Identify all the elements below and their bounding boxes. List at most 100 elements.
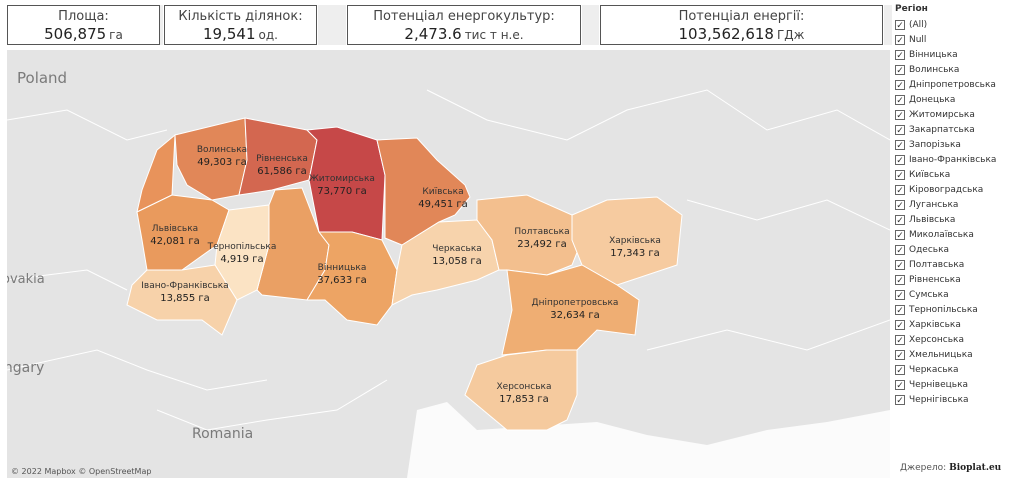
filter-label: Волинська bbox=[909, 64, 960, 75]
checkbox[interactable]: ✓ bbox=[895, 274, 905, 286]
filter-label: Дніпропетровська bbox=[909, 79, 996, 90]
region bbox=[126, 264, 238, 336]
checkbox[interactable]: ✓ bbox=[895, 289, 905, 301]
kpi-value-row: 19,541 од. bbox=[165, 25, 316, 43]
filter-label: Чернігівська bbox=[909, 394, 969, 405]
filter-item: ✓ Одеська bbox=[895, 242, 1020, 257]
filter-label: Черкаська bbox=[909, 364, 959, 375]
kpi-value: 506,875 bbox=[44, 25, 107, 43]
checkbox[interactable]: ✓ bbox=[895, 229, 905, 241]
region-name: Рівненська bbox=[256, 154, 308, 164]
checkbox[interactable]: ✓ bbox=[895, 139, 905, 151]
kpi-card: Потенціал енергії: 103,562,618 ГДж bbox=[600, 5, 883, 45]
kpi-value: 19,541 bbox=[203, 25, 256, 43]
filter-item: ✓ Херсонська bbox=[895, 332, 1020, 347]
filter-item: ✓ Закарпатська bbox=[895, 122, 1020, 137]
kpi-card: Площа: 506,875 га bbox=[7, 5, 160, 45]
filter-title: Регіон bbox=[895, 4, 928, 14]
filter-label: Одеська bbox=[909, 244, 950, 255]
filter-label: Кіровоградська bbox=[909, 184, 984, 195]
checkbox[interactable]: ✓ bbox=[895, 364, 905, 376]
region-name: Вінницька bbox=[318, 263, 367, 273]
checkbox[interactable]: ✓ bbox=[895, 304, 905, 316]
filter-label: Житомирська bbox=[909, 109, 975, 120]
checkbox[interactable]: ✓ bbox=[895, 124, 905, 136]
checkbox[interactable]: ✓ bbox=[895, 214, 905, 226]
filter-item: ✓ Чернігівська bbox=[895, 392, 1020, 407]
checkbox[interactable]: ✓ bbox=[895, 319, 905, 331]
region-value: 49,451 га bbox=[418, 199, 468, 210]
filter-item: ✓ Харківська bbox=[895, 317, 1020, 332]
kpi-value: 103,562,618 bbox=[678, 25, 774, 43]
checkbox[interactable]: ✓ bbox=[895, 154, 905, 166]
filter-label: Харківська bbox=[909, 319, 961, 330]
filter-item: ✓ Запорізька bbox=[895, 137, 1020, 152]
checkbox[interactable]: ✓ bbox=[895, 34, 905, 46]
filter-label: Київська bbox=[909, 169, 951, 180]
checkbox[interactable]: ✓ bbox=[895, 259, 905, 271]
checkbox[interactable]: ✓ bbox=[895, 199, 905, 211]
region-name: Волинська bbox=[197, 145, 247, 155]
region-value: 13,058 га bbox=[432, 256, 482, 267]
filter-item: ✓ Сумська bbox=[895, 287, 1020, 302]
checkbox[interactable]: ✓ bbox=[895, 19, 905, 31]
region-name: Дніпропетровська bbox=[532, 298, 619, 308]
filter-item: ✓ Луганська bbox=[895, 197, 1020, 212]
filter-label: Львівська bbox=[909, 214, 956, 225]
filter-label: Сумська bbox=[909, 289, 949, 300]
filter-item: ✓ Дніпропетровська bbox=[895, 77, 1020, 92]
checkbox[interactable]: ✓ bbox=[895, 49, 905, 61]
kpi-value-row: 2,473.6 тис т н.е. bbox=[348, 25, 580, 43]
attribution: © 2022 Mapbox © OpenStreetMap bbox=[11, 467, 151, 476]
region-name: Львівська bbox=[152, 224, 198, 234]
basemap-label: ungary bbox=[7, 360, 44, 376]
kpi-value: 2,473.6 bbox=[404, 25, 462, 43]
filter-label: Хмельницька bbox=[909, 349, 973, 360]
region-value: 37,633 га bbox=[317, 275, 367, 286]
filter-item: ✓ Хмельницька bbox=[895, 347, 1020, 362]
kpi-unit: од. bbox=[258, 28, 278, 42]
filter-label: Херсонська bbox=[909, 334, 964, 345]
checkbox[interactable]: ✓ bbox=[895, 334, 905, 346]
region bbox=[464, 349, 578, 431]
checkbox[interactable]: ✓ bbox=[895, 64, 905, 76]
checkbox[interactable]: ✓ bbox=[895, 349, 905, 361]
region-name: Житомирська bbox=[309, 174, 375, 184]
kpi-label: Площа: bbox=[58, 9, 109, 24]
filter-label: Запорізька bbox=[909, 139, 961, 150]
divider bbox=[884, 5, 892, 45]
kpi-label: Кількість ділянок: bbox=[178, 9, 303, 24]
region-value: 17,853 га bbox=[499, 394, 549, 405]
source: Джерело: Bioplat.eu bbox=[900, 463, 1001, 473]
checkbox[interactable]: ✓ bbox=[895, 169, 905, 181]
filter-item: ✓ Житомирська bbox=[895, 107, 1020, 122]
checkbox[interactable]: ✓ bbox=[895, 379, 905, 391]
filter-label: Чернівецька bbox=[909, 379, 969, 390]
kpi-label: Потенціал енергії: bbox=[678, 9, 805, 24]
region-name: Харківська bbox=[609, 236, 661, 246]
region-name: Черкаська bbox=[432, 244, 482, 254]
filter-item: ✓ Кіровоградська bbox=[895, 182, 1020, 197]
checkbox[interactable]: ✓ bbox=[895, 244, 905, 256]
region-value: 61,586 га bbox=[257, 166, 307, 177]
filter-label: Донецька bbox=[909, 94, 956, 105]
region-name: Київська bbox=[422, 187, 463, 197]
filter-label: Null bbox=[909, 34, 927, 45]
filter-panel: Регіон ✓ (All) ✓ Null ✓ Вінницька ✓ Волинська ✓ Д… bbox=[895, 4, 1020, 407]
kpi-unit: ГДж bbox=[776, 28, 805, 42]
region bbox=[306, 231, 398, 326]
region-value: 32,634 га bbox=[550, 310, 600, 321]
region-value: 4,919 га bbox=[220, 254, 263, 265]
filter-item: ✓ Рівненська bbox=[895, 272, 1020, 287]
filter-label: Миколаївська bbox=[909, 229, 974, 240]
source-name: Bioplat.eu bbox=[949, 463, 1002, 473]
map: Волинська 49,303 га Рівненська 61,586 гаЖит… bbox=[7, 50, 890, 478]
checkbox[interactable]: ✓ bbox=[895, 109, 905, 121]
filter-label: Рівненська bbox=[909, 274, 961, 285]
checkbox[interactable]: ✓ bbox=[895, 184, 905, 196]
checkbox[interactable]: ✓ bbox=[895, 94, 905, 106]
filter-item: ✓ Черкаська bbox=[895, 362, 1020, 377]
checkbox[interactable]: ✓ bbox=[895, 79, 905, 91]
checkbox[interactable]: ✓ bbox=[895, 394, 905, 406]
